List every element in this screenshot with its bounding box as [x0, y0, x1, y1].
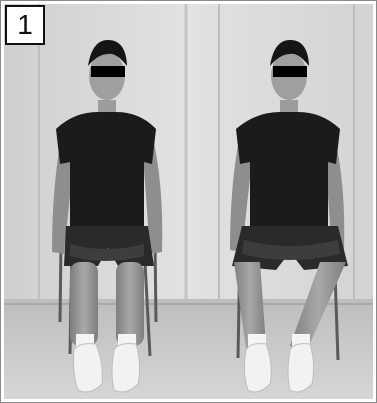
censor-bar-left: [91, 66, 125, 77]
shirt-left: [56, 112, 156, 229]
photograph: [4, 4, 373, 399]
person-right: [230, 40, 348, 393]
person-left: [52, 40, 163, 393]
panel-number-label: 1: [5, 5, 45, 45]
shirt-right: [236, 112, 340, 229]
censor-bar-right: [273, 66, 307, 77]
photo-scene: [4, 4, 373, 399]
